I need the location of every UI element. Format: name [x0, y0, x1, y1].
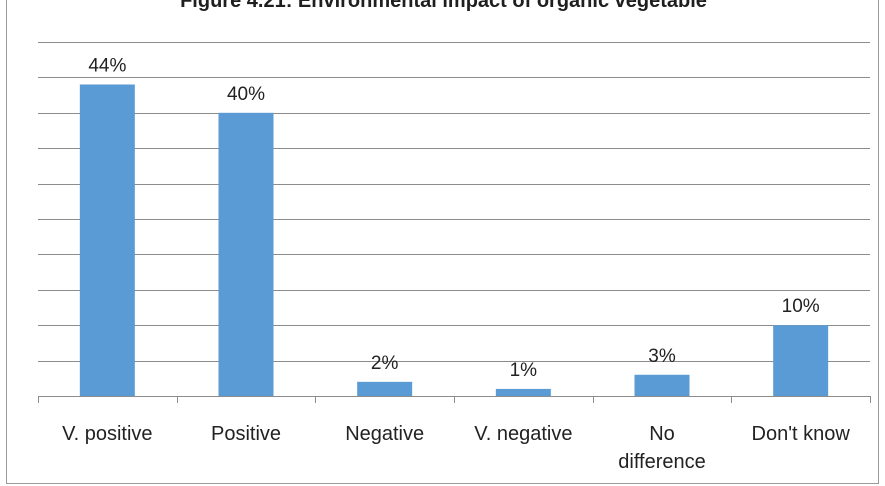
- data-label: 2%: [371, 353, 399, 374]
- data-label: 44%: [88, 55, 126, 76]
- x-tick-label: Positive: [211, 423, 281, 445]
- bar: [218, 112, 274, 397]
- x-tick-label: Don't know: [752, 423, 851, 445]
- chart-title: Figure 4.21: Environmental impact of org…: [180, 0, 707, 12]
- bar: [495, 388, 551, 396]
- x-tick-label: V. positive: [62, 423, 152, 445]
- data-label: 3%: [648, 346, 676, 367]
- x-tick-label: No: [649, 423, 675, 445]
- bar: [79, 84, 135, 396]
- x-tick-label: difference: [618, 451, 705, 473]
- bar: [773, 325, 829, 396]
- chart-area: Figure 4.21: Environmental impact of org…: [6, 0, 879, 484]
- data-label: 10%: [782, 296, 820, 317]
- bar: [357, 381, 413, 396]
- x-tick-label: V. negative: [474, 423, 572, 445]
- data-label: 40%: [227, 84, 265, 105]
- data-label: 1%: [510, 360, 538, 381]
- bar: [634, 374, 690, 396]
- x-tick-label: Negative: [345, 423, 424, 445]
